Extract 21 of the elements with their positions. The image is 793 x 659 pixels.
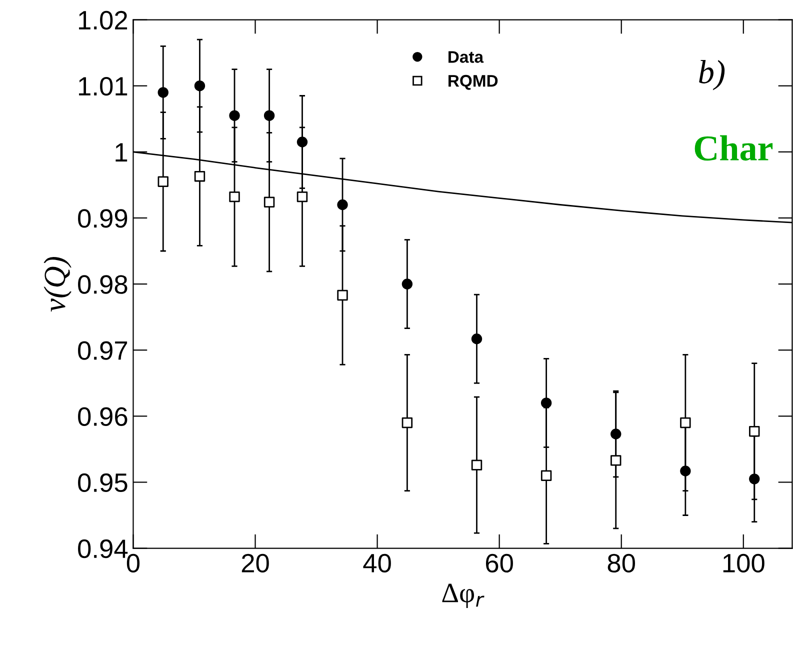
y-tick-label: 0.94 bbox=[78, 539, 128, 558]
y-tick-label: 0.98 bbox=[78, 275, 128, 294]
x-tick-label: 100 bbox=[723, 554, 764, 573]
x-tick-label: 0 bbox=[126, 554, 140, 573]
x-tick-label: 80 bbox=[608, 554, 636, 573]
y-tick-label: 1 bbox=[116, 143, 128, 162]
y-tick-label: 0.96 bbox=[78, 407, 128, 426]
y-tick-label: 0.95 bbox=[78, 473, 128, 492]
y-tick-label: 0.97 bbox=[78, 341, 128, 360]
y-axis-title: v(Q) bbox=[44, 256, 72, 312]
x-tick-label: 40 bbox=[363, 554, 391, 573]
x-tick-label: 60 bbox=[486, 554, 513, 573]
legend-label: Data bbox=[448, 51, 484, 63]
y-tick-label: 0.99 bbox=[78, 209, 128, 228]
annotation: b) bbox=[699, 60, 725, 90]
x-axis-title: Δφ$_{r}$ bbox=[442, 584, 484, 608]
x-tick-label: 20 bbox=[242, 554, 269, 573]
annotation: Char bbox=[694, 135, 773, 161]
legend-label: RQMD bbox=[448, 74, 498, 90]
y-tick-label: 1.02 bbox=[79, 10, 128, 30]
y-tick-label: 1.01 bbox=[79, 76, 128, 96]
